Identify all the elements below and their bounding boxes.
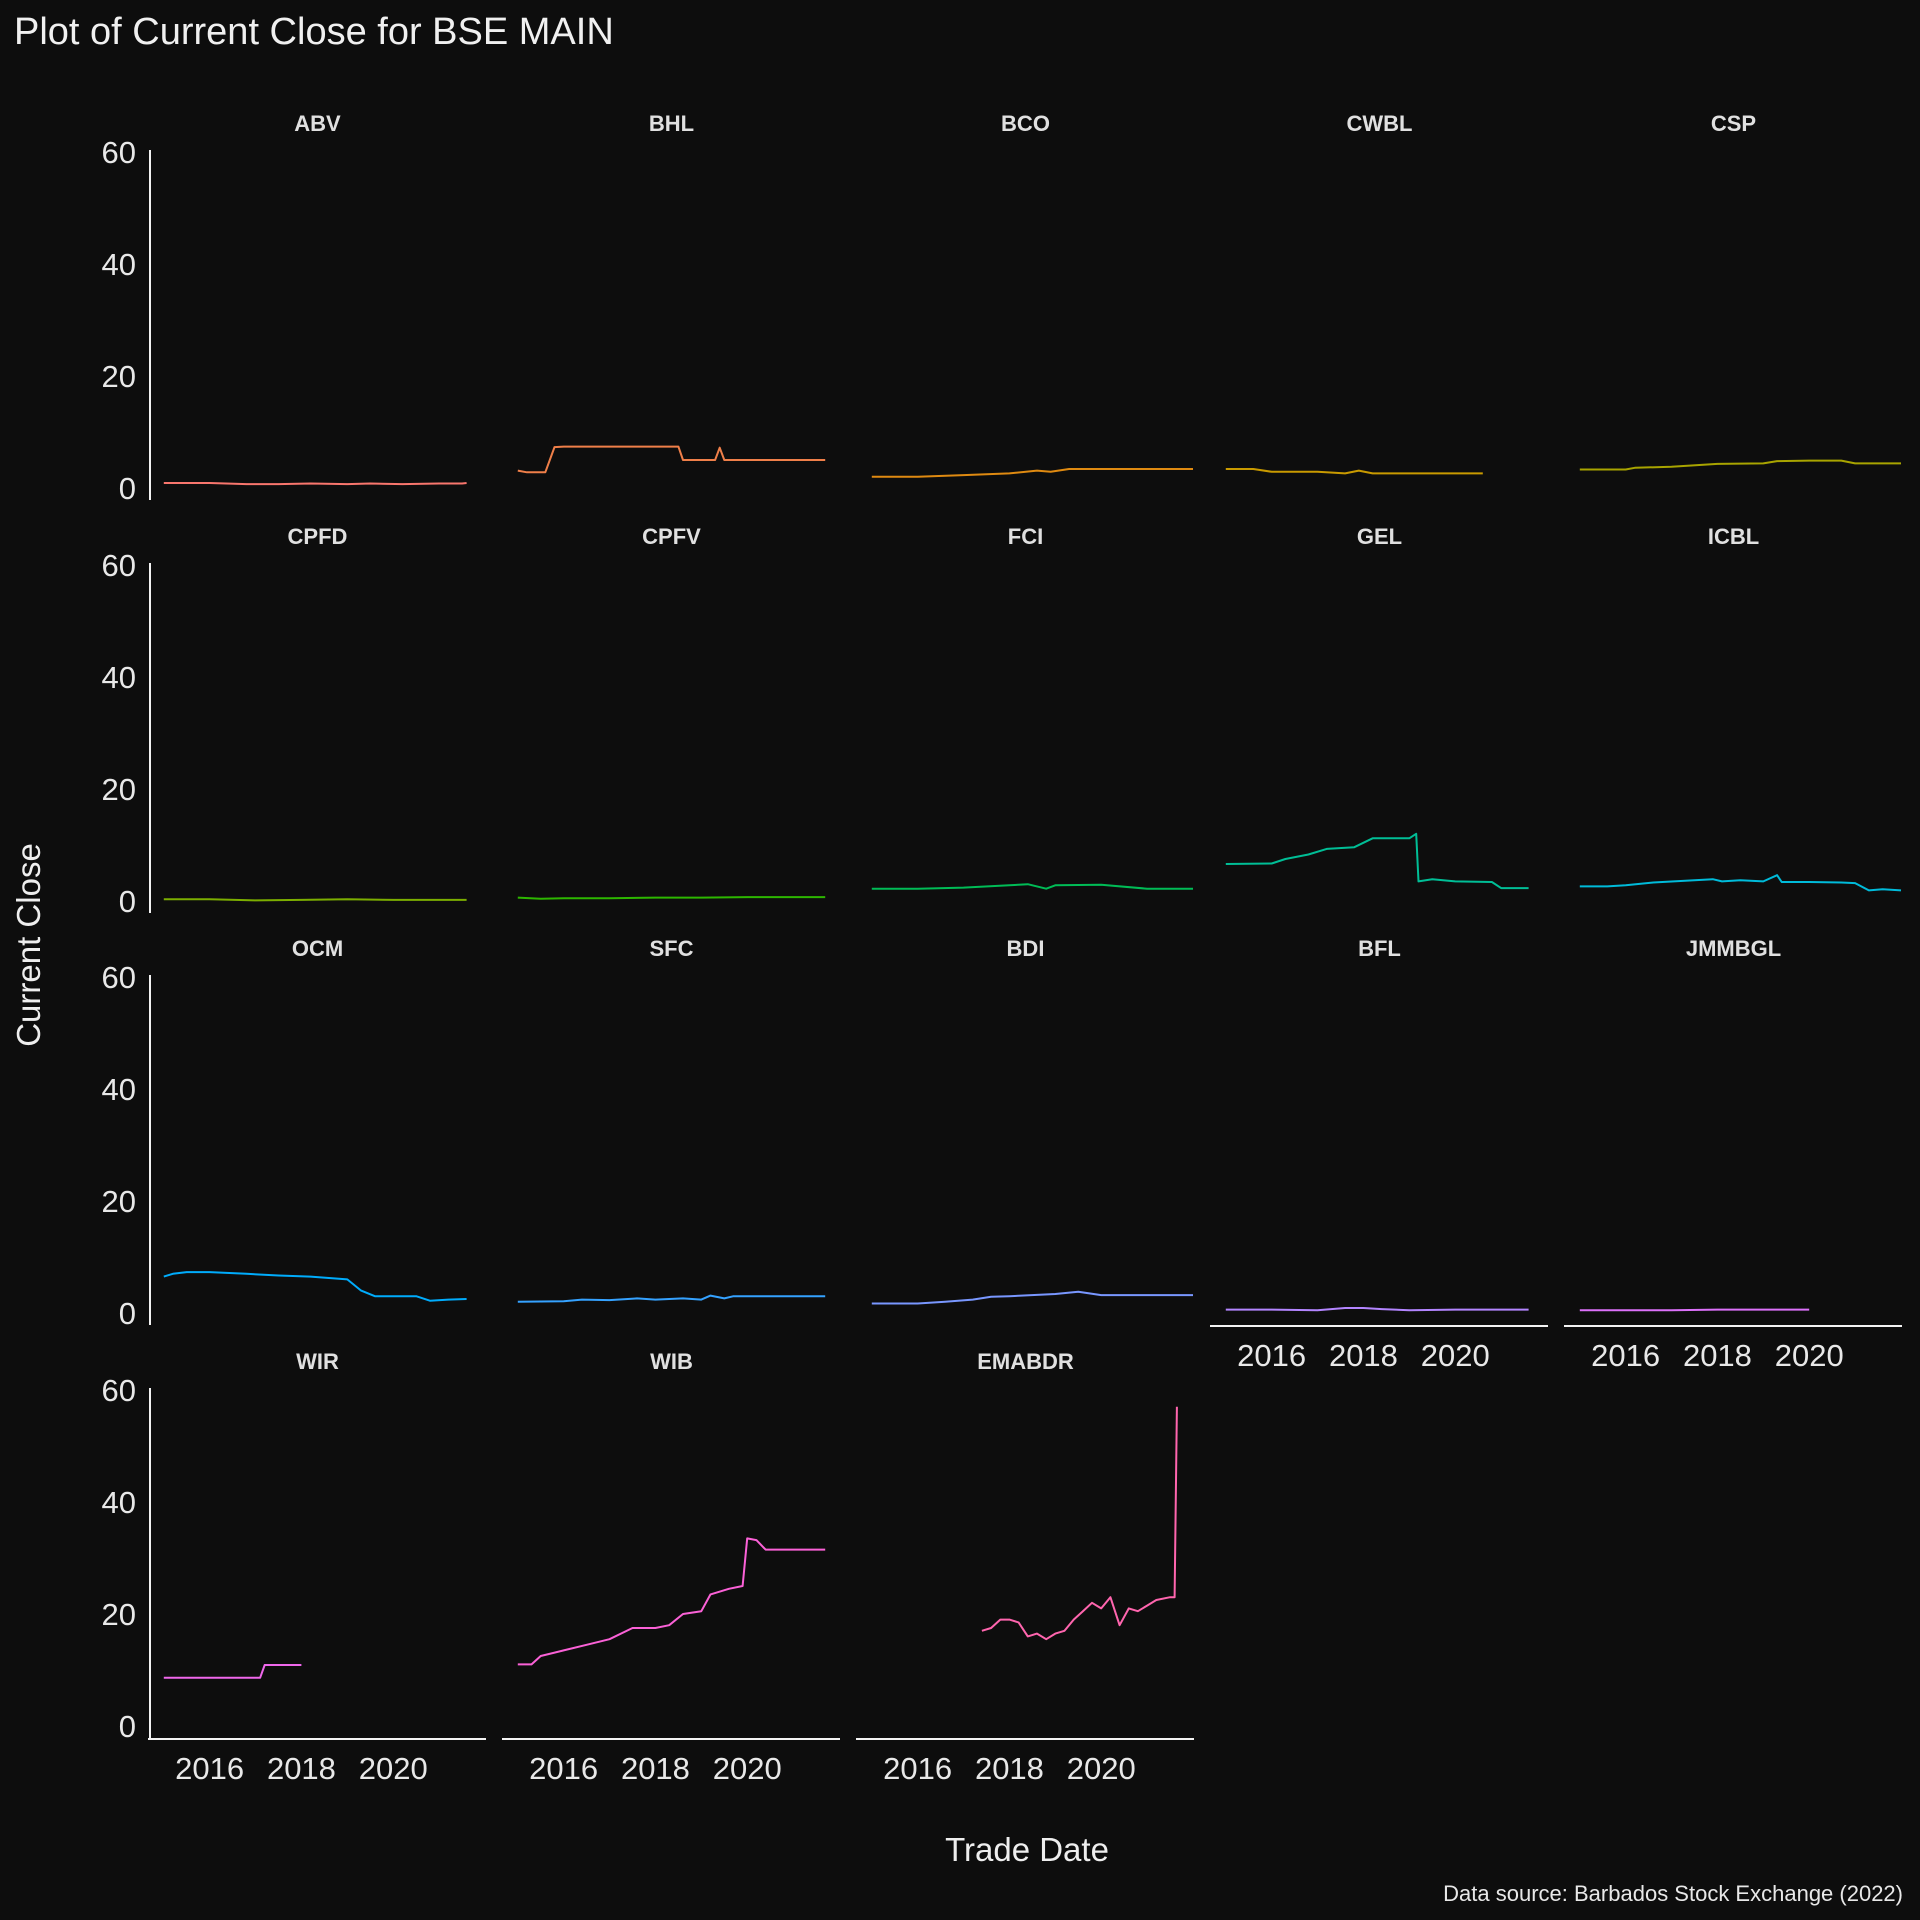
x-axis-title: Trade Date xyxy=(945,1831,1109,1868)
facet-label-gel: GEL xyxy=(1357,524,1402,549)
y-tick-label-wir-60: 60 xyxy=(102,1373,136,1408)
facet-label-csp: CSP xyxy=(1711,111,1756,136)
facet-label-wib: WIB xyxy=(650,1349,693,1374)
data-source-caption: Data source: Barbados Stock Exchange (20… xyxy=(1443,1881,1903,1906)
facet-panels: ABV 0 20 40 60 BHL BCO CWBL CSP CPFD 0 20 40 60 CPFV FC… xyxy=(102,111,1902,1786)
facet-label-ocm: OCM xyxy=(292,936,343,961)
x-tick-label-bfl-2020: 2020 xyxy=(1421,1338,1490,1373)
y-tick-label-wir-40: 40 xyxy=(102,1485,136,1520)
series-line-wir xyxy=(163,1664,302,1679)
series-line-bco xyxy=(871,468,1193,478)
series-line-sfc xyxy=(517,1294,826,1303)
series-line-cwbl xyxy=(1225,468,1483,475)
y-tick-label-ocm-40: 40 xyxy=(102,1072,136,1107)
series-line-gel xyxy=(1225,832,1529,890)
series-line-bdi xyxy=(871,1290,1193,1305)
x-tick-label-jmmbgl-2016: 2016 xyxy=(1591,1338,1660,1373)
y-tick-label-ocm-60: 60 xyxy=(102,960,136,995)
x-tick-label-emabdr-2016: 2016 xyxy=(883,1751,952,1786)
series-line-csp xyxy=(1579,459,1901,471)
y-tick-label-wir-20: 20 xyxy=(102,1597,136,1632)
x-tick-label-jmmbgl-2018: 2018 xyxy=(1683,1338,1752,1373)
y-tick-label-abv-40: 40 xyxy=(102,247,136,282)
facet-label-bco: BCO xyxy=(1001,111,1050,136)
facet-label-fci: FCI xyxy=(1008,524,1043,549)
facet-label-emabdr: EMABDR xyxy=(977,1349,1074,1374)
x-tick-label-wir-2016: 2016 xyxy=(175,1751,244,1786)
series-line-fci xyxy=(871,883,1193,890)
series-line-abv xyxy=(163,482,467,486)
y-tick-label-abv-0: 0 xyxy=(119,471,136,506)
facet-label-cpfd: CPFD xyxy=(288,524,348,549)
y-tick-label-cpfd-20: 20 xyxy=(102,772,136,807)
facet-label-sfc: SFC xyxy=(650,936,694,961)
x-tick-label-wib-2020: 2020 xyxy=(713,1751,782,1786)
x-tick-label-wir-2020: 2020 xyxy=(359,1751,428,1786)
y-tick-label-ocm-20: 20 xyxy=(102,1184,136,1219)
y-tick-label-abv-20: 20 xyxy=(102,359,136,394)
y-tick-label-cpfd-0: 0 xyxy=(119,884,136,919)
facet-label-bfl: BFL xyxy=(1358,936,1401,961)
x-tick-label-wib-2016: 2016 xyxy=(529,1751,598,1786)
x-tick-label-wib-2018: 2018 xyxy=(621,1751,690,1786)
y-axis-title: Current Close xyxy=(10,843,47,1047)
series-line-cpfd xyxy=(163,898,467,902)
x-tick-label-bfl-2016: 2016 xyxy=(1237,1338,1306,1373)
series-line-jmmbgl xyxy=(1579,1308,1810,1312)
series-line-bfl xyxy=(1225,1307,1529,1312)
y-tick-label-abv-60: 60 xyxy=(102,135,136,170)
chart-title: Plot of Current Close for BSE MAIN xyxy=(14,11,614,53)
series-line-ocm xyxy=(163,1271,467,1302)
x-tick-label-emabdr-2020: 2020 xyxy=(1067,1751,1136,1786)
y-tick-label-cpfd-40: 40 xyxy=(102,660,136,695)
series-line-cpfv xyxy=(517,896,826,900)
facet-label-cpfv: CPFV xyxy=(642,524,701,549)
x-tick-label-emabdr-2018: 2018 xyxy=(975,1751,1044,1786)
x-tick-label-jmmbgl-2020: 2020 xyxy=(1775,1338,1844,1373)
facet-label-cwbl: CWBL xyxy=(1347,111,1413,136)
facet-label-bdi: BDI xyxy=(1007,936,1045,961)
facet-label-icbl: ICBL xyxy=(1708,524,1759,549)
series-line-icbl xyxy=(1579,874,1902,892)
series-line-emabdr xyxy=(981,1406,1178,1641)
series-line-wib xyxy=(517,1537,826,1666)
facet-label-jmmbgl: JMMBGL xyxy=(1686,936,1781,961)
y-tick-label-wir-0: 0 xyxy=(119,1709,136,1744)
x-tick-label-bfl-2018: 2018 xyxy=(1329,1338,1398,1373)
series-line-bhl xyxy=(517,445,826,474)
facet-label-wir: WIR xyxy=(296,1349,339,1374)
y-tick-label-cpfd-60: 60 xyxy=(102,548,136,583)
facet-label-abv: ABV xyxy=(294,111,341,136)
x-tick-label-wir-2018: 2018 xyxy=(267,1751,336,1786)
facet-label-bhl: BHL xyxy=(649,111,694,136)
y-tick-label-ocm-0: 0 xyxy=(119,1296,136,1331)
